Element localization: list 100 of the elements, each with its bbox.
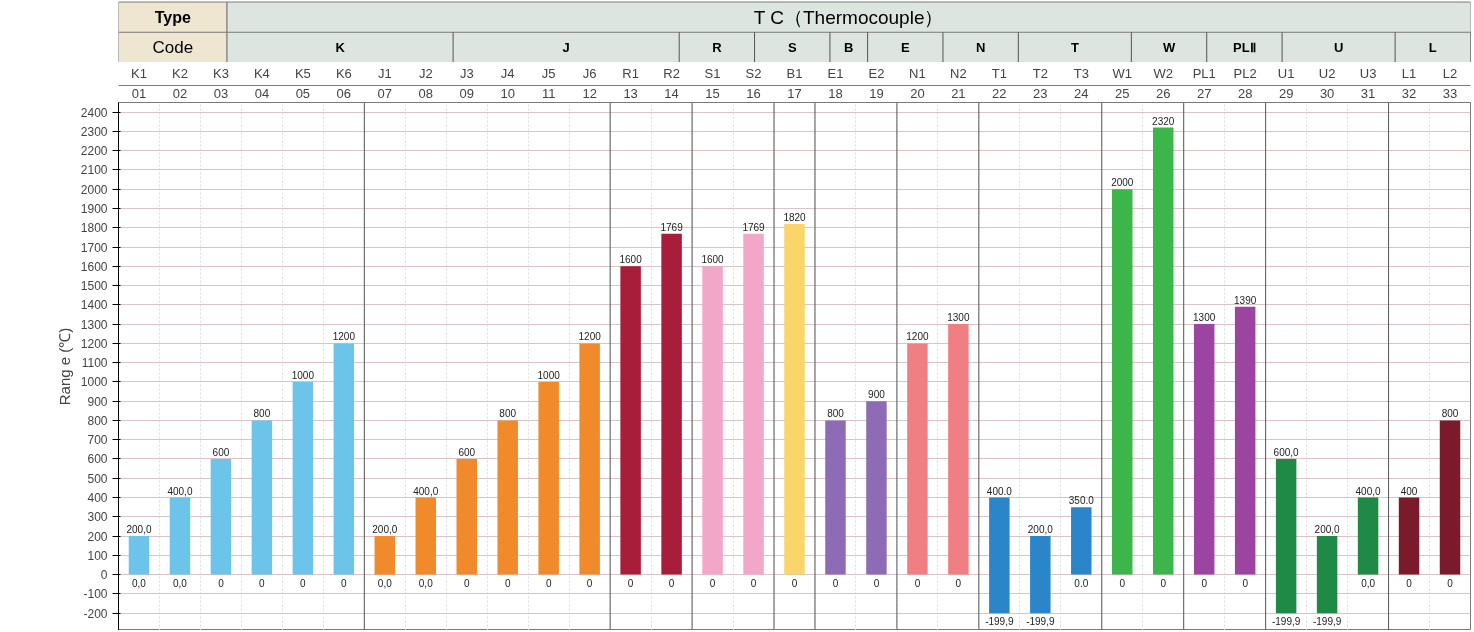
bar xyxy=(333,343,355,575)
bar xyxy=(1439,420,1461,575)
annotation: 0 xyxy=(709,577,716,589)
data-label: 2000 xyxy=(1111,177,1134,189)
annotation: 0 xyxy=(955,577,962,589)
x-tick-label: U1 xyxy=(1277,65,1295,81)
x-tick-label: W2 xyxy=(1153,65,1173,81)
annotation: -199,9 xyxy=(985,616,1014,628)
y-tick-label: 300 xyxy=(87,510,108,525)
x-tick-label: R1 xyxy=(622,65,639,81)
data-label: 200,0 xyxy=(1314,524,1341,536)
data-label: 600 xyxy=(212,447,230,458)
x2-tick-label: 31 xyxy=(1360,85,1376,101)
bar xyxy=(866,401,887,575)
text: B xyxy=(844,39,854,55)
data-label: 600 xyxy=(458,447,476,458)
data-label: 200,0 xyxy=(126,524,152,536)
x2-tick-label: 18 xyxy=(828,85,843,101)
bar xyxy=(538,381,559,575)
bar xyxy=(620,266,641,575)
bar xyxy=(497,420,518,575)
bar xyxy=(948,324,969,575)
x2-tick-label: 28 xyxy=(1237,85,1253,101)
data-label: 600,0 xyxy=(1273,447,1300,458)
data-label: 2320 xyxy=(1152,115,1175,127)
y-tick-label: 1000 xyxy=(80,375,108,390)
data-label: 1390 xyxy=(1234,294,1257,306)
x2-tick-label: 32 xyxy=(1401,85,1417,101)
bar xyxy=(1316,536,1338,614)
x2-tick-label: 21 xyxy=(951,85,966,101)
data-label: 1000 xyxy=(537,369,561,381)
x-tick-label: S1 xyxy=(704,65,721,81)
annotation: 0 xyxy=(791,577,798,589)
bar xyxy=(702,266,723,575)
x2-tick-label: 30 xyxy=(1319,85,1335,101)
x-tick-label: J6 xyxy=(582,65,597,81)
x-tick-label: L2 xyxy=(1442,65,1458,81)
y-tick-label: 1100 xyxy=(81,356,108,371)
data-label: 800 xyxy=(827,408,845,420)
annotation: 0,0 xyxy=(418,577,434,589)
y-tick-label: 2400 xyxy=(80,105,108,120)
y-tick-label: 700 xyxy=(87,433,108,448)
annotation: 0 xyxy=(341,577,348,589)
y-tick-label: 2100 xyxy=(80,163,108,178)
x-tick-label: E2 xyxy=(868,65,885,81)
annotation: 0 xyxy=(259,577,266,589)
annotation: 0 xyxy=(1201,577,1208,589)
text: S xyxy=(787,39,797,55)
x2-tick-label: 08 xyxy=(418,85,434,101)
annotation: 0 xyxy=(1447,577,1454,589)
x2-tick-label: 11 xyxy=(541,85,556,101)
bar xyxy=(784,223,805,575)
bar xyxy=(1112,189,1133,575)
x2-tick-label: 20 xyxy=(910,85,925,101)
annotation: 0,0 xyxy=(173,577,188,589)
x2-tick-label: 12 xyxy=(582,85,597,101)
data-label: 1769 xyxy=(660,221,684,233)
x-tick-label: N2 xyxy=(950,65,967,81)
y-tick-label: 800 xyxy=(87,413,108,428)
annotation: 0 xyxy=(914,577,921,589)
y-tick-label: 1300 xyxy=(80,317,108,332)
bar xyxy=(1071,507,1092,575)
y-tick-label: 100 xyxy=(87,548,108,563)
x2-tick-label: 23 xyxy=(1033,85,1048,101)
bar xyxy=(1030,536,1051,614)
text: Type xyxy=(154,8,191,26)
annotation: 0 xyxy=(463,577,470,589)
x-tick-label: K6 xyxy=(335,65,352,81)
data-label: 1769 xyxy=(742,221,766,233)
text: K xyxy=(335,39,346,55)
x2-tick-label: 06 xyxy=(336,85,352,101)
data-label: 800 xyxy=(253,408,271,420)
annotation: 0 xyxy=(586,577,593,589)
x2-tick-label: 15 xyxy=(705,85,720,101)
y-tick-label: 1800 xyxy=(80,221,108,236)
x2-tick-label: 10 xyxy=(500,85,515,101)
x-tick-label: K3 xyxy=(212,65,229,81)
data-label: 400.0 xyxy=(986,485,1013,497)
x-tick-label: K5 xyxy=(294,65,311,81)
annotation: 0,0 xyxy=(1361,577,1376,589)
data-label: 1200 xyxy=(332,331,356,343)
bar xyxy=(415,497,437,575)
x2-tick-label: 33 xyxy=(1442,85,1458,101)
y-tick-label: -100 xyxy=(83,587,108,602)
text: L xyxy=(1428,39,1437,55)
text: W xyxy=(1162,39,1176,55)
data-label: 1300 xyxy=(947,312,970,324)
bar xyxy=(825,420,846,575)
x-tick-label: J3 xyxy=(459,65,474,81)
y-tick-label: 500 xyxy=(87,471,108,486)
x-tick-label: R2 xyxy=(663,65,680,81)
annotation: 0 xyxy=(218,577,225,589)
data-label: 400,0 xyxy=(1355,485,1382,497)
annotation: 0 xyxy=(873,577,880,589)
y-tick-label: 0 xyxy=(100,568,108,583)
x2-tick-label: 22 xyxy=(992,85,1007,101)
annotation: 0 xyxy=(1160,577,1167,589)
y-tick-label: 1500 xyxy=(80,279,108,294)
data-label: 1820 xyxy=(783,211,807,223)
bar xyxy=(1398,497,1420,575)
